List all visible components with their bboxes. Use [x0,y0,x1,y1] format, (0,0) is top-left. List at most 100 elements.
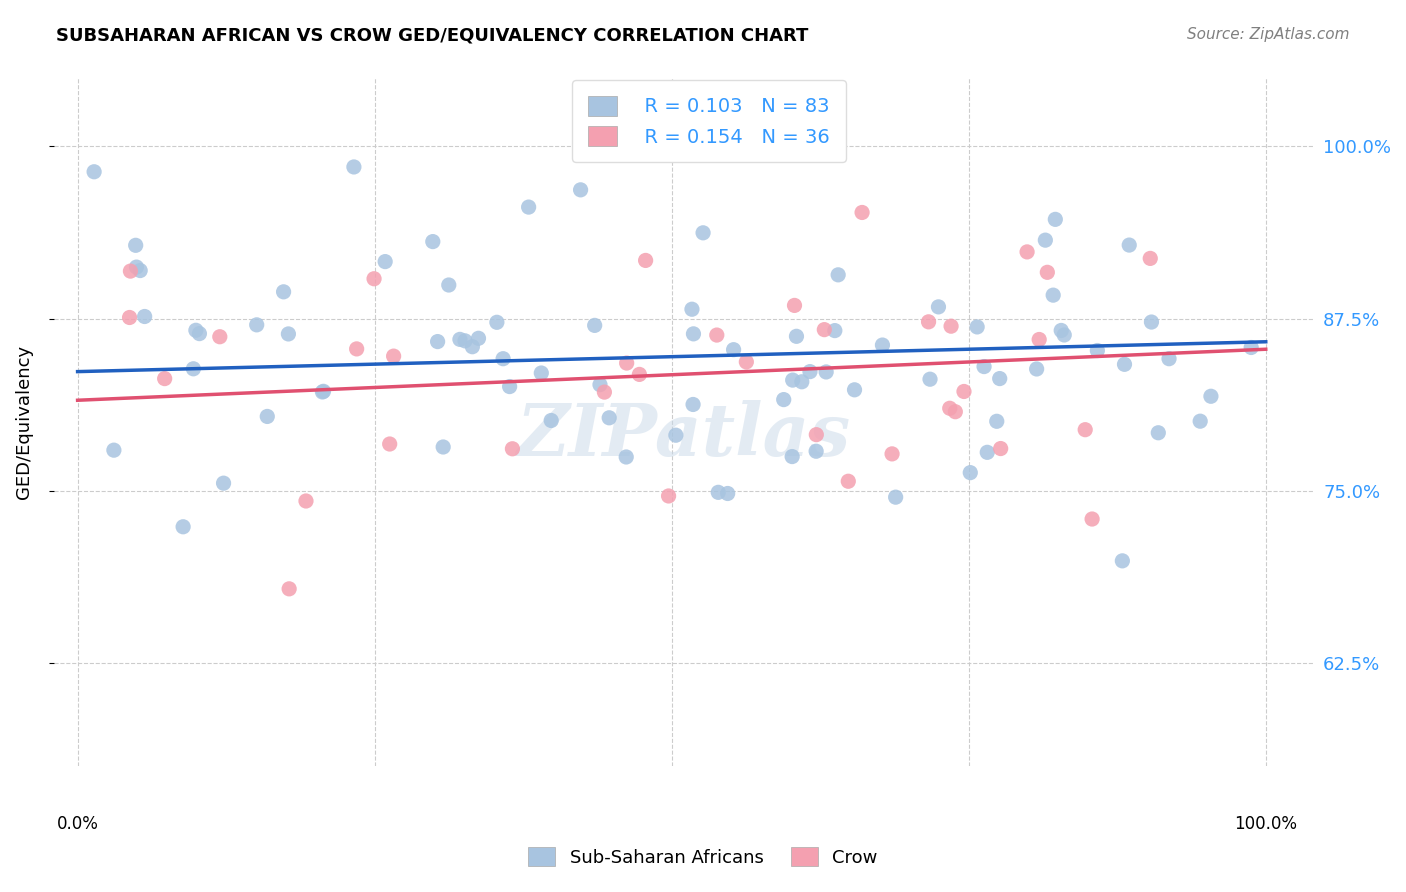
Point [815,365,838,379]
Point [973,359,995,374]
Point [939,319,962,334]
Point [437,278,460,293]
Point [343,160,366,174]
Point [851,205,873,219]
Point [125,238,148,252]
Point [990,442,1012,456]
Point [422,235,444,249]
Point [382,349,405,363]
Point [681,302,703,317]
Point [1140,315,1163,329]
Point [723,343,745,357]
Point [938,401,960,416]
Point [707,485,730,500]
Point [614,450,637,464]
Point [735,355,758,369]
Point [492,351,515,366]
Point [1045,212,1067,227]
Point [790,375,813,389]
Point [467,331,489,345]
Point [1025,362,1047,376]
Legend: Sub-Saharan Africans, Crow: Sub-Saharan Africans, Crow [522,840,884,874]
Point [246,318,269,332]
Point [273,285,295,299]
Point [880,447,903,461]
Point [374,254,396,268]
Point [988,371,1011,385]
Point [134,310,156,324]
Point [1147,425,1170,440]
Point [1085,343,1108,358]
Point [598,410,620,425]
Point [530,366,553,380]
Point [1053,328,1076,343]
Point [976,445,998,459]
Point [312,384,335,399]
Point [837,475,859,489]
Point [986,414,1008,428]
Point [772,392,794,407]
Point [1033,233,1056,247]
Point [212,476,235,491]
Point [1118,238,1140,252]
Point [782,373,804,387]
Point [378,437,401,451]
Legend:   R = 0.103   N = 83,   R = 0.154   N = 36: R = 0.103 N = 83, R = 0.154 N = 36 [572,80,845,162]
Point [1017,244,1039,259]
Point [501,442,523,456]
Point [824,324,846,338]
Text: ZIPatlas: ZIPatlas [516,401,851,471]
Point [717,486,740,500]
Point [872,338,894,352]
Point [569,183,592,197]
Point [311,384,333,399]
Point [1050,323,1073,337]
Point [1036,265,1059,279]
Point [485,315,508,329]
Point [1157,351,1180,366]
Point [346,342,368,356]
Point [125,260,148,274]
Point [799,365,821,379]
Point [692,226,714,240]
Point [172,520,194,534]
Point [118,310,141,325]
Point [1240,341,1263,355]
Point [103,443,125,458]
Point [184,323,207,337]
Point [658,489,681,503]
Point [517,200,540,214]
Point [628,368,651,382]
Point [827,268,849,282]
Point [1139,252,1161,266]
Point [813,323,835,337]
Point [682,326,704,341]
Point [943,405,966,419]
Point [1028,333,1050,347]
Point [1042,288,1064,302]
Point [1111,554,1133,568]
Point [844,383,866,397]
Point [785,329,807,343]
Point [83,165,105,179]
Point [583,318,606,333]
Point [783,298,806,312]
Point [363,271,385,285]
Point [498,379,520,393]
Point [953,384,976,399]
Point [593,385,616,400]
Point [959,466,981,480]
Point [589,377,612,392]
Text: 0.0%: 0.0% [56,814,98,832]
Point [449,332,471,346]
Point [183,361,205,376]
Text: 100.0%: 100.0% [1234,814,1298,832]
Point [153,371,176,385]
Point [461,340,484,354]
Point [277,326,299,341]
Point [540,413,562,427]
Text: Source: ZipAtlas.com: Source: ZipAtlas.com [1187,27,1350,42]
Point [454,334,477,348]
Point [918,372,941,386]
Point [256,409,278,424]
